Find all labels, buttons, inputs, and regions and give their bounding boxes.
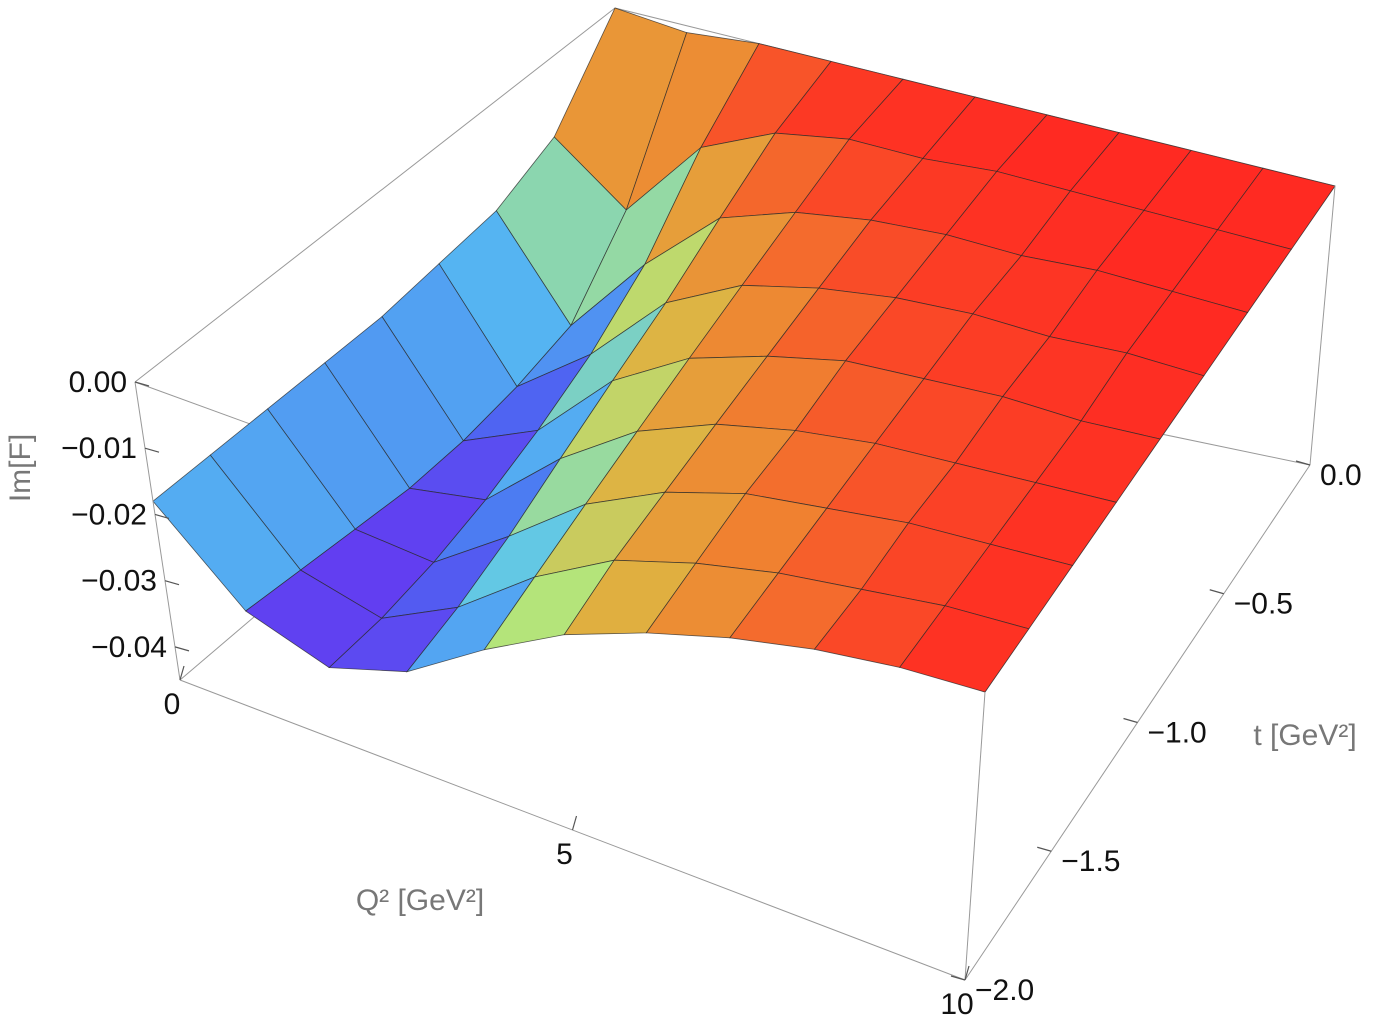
z-tick — [134, 381, 150, 387]
surface — [152, 7, 1336, 693]
z-tick-label: 0.00 — [69, 366, 127, 399]
z-tick — [154, 513, 170, 520]
box-edge — [134, 381, 181, 681]
y-tick — [950, 975, 966, 981]
box-edge — [1309, 185, 1336, 466]
z-tick-label: −0.03 — [81, 565, 157, 598]
y-tick — [1123, 717, 1138, 724]
z-tick-label: −0.01 — [61, 432, 137, 465]
z-tick — [144, 447, 160, 453]
x-axis-title: Q² [GeV²] — [356, 884, 484, 917]
x-tick — [964, 965, 970, 981]
x-tick — [571, 815, 578, 831]
x-tick — [179, 665, 185, 681]
z-axis-title: Im[F] — [4, 434, 37, 502]
surface-cell — [899, 605, 1030, 693]
y-tick-label: −1.0 — [1148, 716, 1207, 749]
y-tick-label: −0.5 — [1234, 588, 1293, 621]
axes: 0 5 10 0.0 −0.5 −1.0 −1.5 −2.0 0.00 −0.01 −0.02 −0.… — [61, 366, 1362, 1021]
y-tick-label: −2.0 — [975, 974, 1034, 1007]
z-tick — [164, 580, 180, 586]
y-tick — [1037, 846, 1052, 852]
z-tick-label: −0.04 — [91, 631, 167, 664]
x-tick-label: 10 — [940, 988, 973, 1021]
y-tick-label: −1.5 — [1061, 845, 1120, 878]
y-axis-title: t [GeV²] — [1253, 719, 1356, 752]
z-tick — [174, 646, 190, 652]
y-tick — [1209, 589, 1224, 595]
x-tick-label: 0 — [164, 688, 181, 721]
y-tick — [1295, 460, 1311, 466]
y-tick-label: 0.0 — [1320, 459, 1362, 492]
z-tick-label: −0.02 — [71, 498, 147, 531]
box-edge — [134, 7, 616, 383]
x-tick-label: 5 — [556, 838, 573, 871]
box-edge — [964, 691, 986, 981]
